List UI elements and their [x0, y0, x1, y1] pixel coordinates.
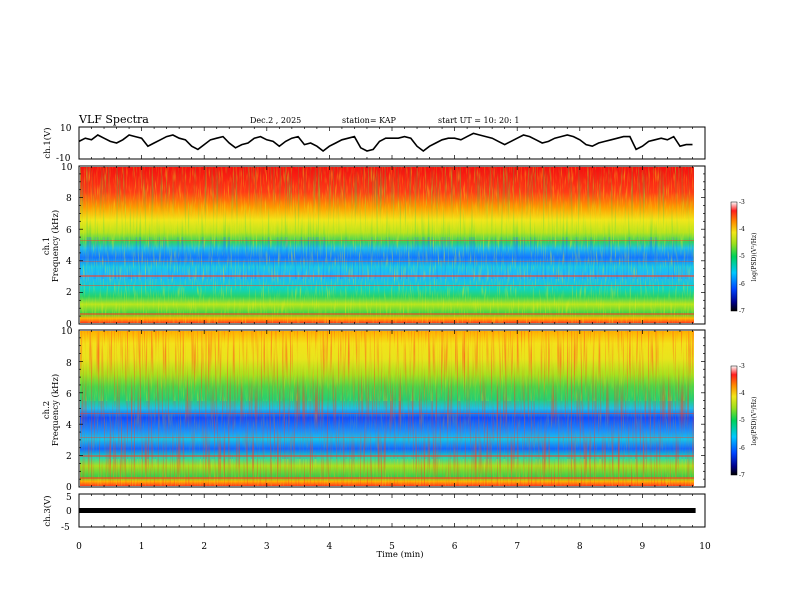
ch2-frequency-axis-label: Frequency (kHz) — [50, 374, 61, 446]
ch1-colorbar-tick-m3: -3 — [739, 199, 745, 206]
time-axis-label: Time (min) — [376, 549, 423, 560]
ch2-freq-tick-2: 2 — [66, 452, 72, 462]
ch1-freq-tick-4: 4 — [66, 257, 72, 267]
station-label: station= KAP — [342, 116, 397, 125]
ch1-waveform-ylabel: ch.1(V) — [42, 127, 53, 158]
ch3-waveform-line — [79, 508, 696, 513]
ch1-waveform-trace — [78, 132, 693, 153]
date-label: Dec.2 , 2025 — [250, 116, 301, 125]
time-tick-label: 1 — [139, 542, 145, 552]
ch1-colorbar-tick-m5: -5 — [739, 253, 745, 260]
figure-title: VLF Spectra — [78, 113, 149, 126]
ch3-waveform-ylabel: ch.3(V) — [42, 495, 53, 526]
time-tick-label: 8 — [577, 542, 583, 552]
ch3-ytick-bottom: -5 — [61, 523, 70, 533]
ch3-ytick-mid: 0 — [66, 507, 72, 517]
ch1-colorbar-tick-m6: -6 — [739, 281, 745, 288]
ch1-colorbar-label: log(PSD)(V²/Hz) — [751, 233, 758, 282]
ch1-waveform-line — [78, 132, 693, 153]
ch2-colorbar-tick-m6: -6 — [739, 445, 745, 452]
ch3-ytick-top: 5 — [66, 493, 72, 503]
ch1-freq-tick-2: 2 — [66, 288, 72, 298]
start-time-label: start UT = 10: 20: 1 — [438, 116, 519, 125]
ch2-freq-tick-10: 10 — [61, 327, 73, 337]
ch1-colorbar-tick-m7: -7 — [739, 308, 745, 315]
time-axis-ticks: 0 1 2 3 4 5 6 7 8 9 10 — [76, 542, 711, 552]
ch1-freq-tick-0: 0 — [66, 320, 72, 330]
ch2-colorbar-label: log(PSD)(V²/Hz) — [751, 397, 758, 446]
ch1-spectrogram-panel: 0 2 4 6 8 10 ch.1 Frequency (kHz) -3 -4 … — [42, 163, 758, 330]
ch1-freq-tick-8: 8 — [66, 194, 72, 204]
ch2-spectrogram-image — [80, 331, 694, 486]
ch1-freq-tick-6: 6 — [66, 226, 72, 236]
ch1-ytick-top: 10 — [60, 124, 72, 134]
ch1-freq-tick-10: 10 — [61, 163, 73, 173]
time-tick-label: 3 — [264, 542, 270, 552]
ch2-spectrogram-panel: 0 2 4 6 8 10 ch.2 Frequency (kHz) -3 -4 … — [42, 327, 758, 493]
ch2-freq-tick-4: 4 — [66, 421, 72, 431]
ch1-colorbar-scale — [730, 201, 738, 312]
time-tick-label: 9 — [640, 542, 646, 552]
ch1-colorbar: -3 -4 -5 -6 -7 log(PSD)(V²/Hz) — [730, 199, 758, 315]
ch2-colorbar-tick-m4: -4 — [739, 390, 745, 397]
time-tick-label: 7 — [514, 542, 520, 552]
time-tick-label: 0 — [76, 542, 82, 552]
ch2-colorbar: -3 -4 -5 -6 -7 log(PSD)(V²/Hz) — [730, 363, 758, 479]
ch3-waveform-trace — [79, 508, 696, 513]
ch1-spectrogram-image — [80, 167, 694, 323]
time-tick-label: 2 — [201, 542, 207, 552]
time-tick-label: 5 — [389, 542, 395, 552]
time-tick-label: 10 — [699, 542, 711, 552]
panel-tick-marks — [78, 127, 706, 527]
ch2-colorbar-scale — [730, 365, 738, 476]
time-tick-label: 6 — [452, 542, 458, 552]
ch1-channel-label: ch.1 — [42, 237, 52, 255]
ch1-waveform-frame — [78, 126, 706, 160]
ch1-ytick-bottom: -10 — [56, 154, 71, 164]
ch2-freq-tick-0: 0 — [66, 483, 72, 493]
ch1-colorbar-tick-m4: -4 — [739, 226, 745, 233]
ch2-channel-label: ch.2 — [42, 401, 52, 419]
ch2-colorbar-tick-m5: -5 — [739, 417, 745, 424]
ch2-freq-tick-8: 8 — [66, 359, 72, 369]
ch2-freq-tick-6: 6 — [66, 390, 72, 400]
time-tick-label: 4 — [327, 542, 333, 552]
ch1-frequency-axis-label: Frequency (kHz) — [50, 210, 61, 282]
ch2-colorbar-tick-m7: -7 — [739, 472, 745, 479]
ch2-colorbar-tick-m3: -3 — [739, 363, 745, 370]
